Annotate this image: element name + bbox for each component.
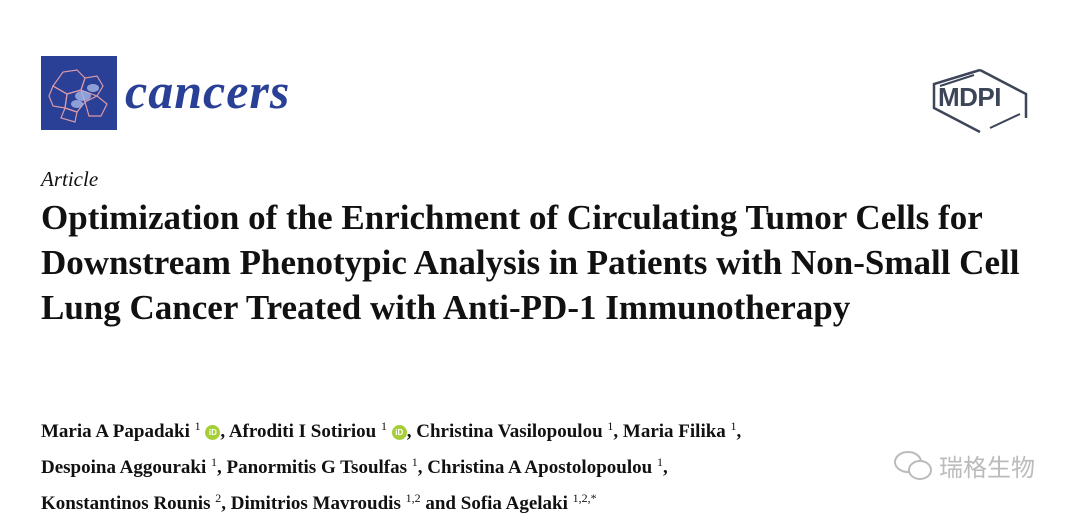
affiliation-marker: 1: [656, 455, 663, 469]
author-name[interactable]: Maria A Papadaki: [41, 421, 190, 442]
affiliation-marker: 1: [210, 455, 217, 469]
author-separator: ,: [216, 457, 227, 478]
author-separator: ,: [417, 457, 428, 478]
affiliation-marker: 2: [215, 491, 222, 505]
orcid-icon[interactable]: iD: [205, 425, 221, 440]
author-separator: ,: [221, 493, 231, 514]
author-separator: ,: [406, 421, 417, 442]
author-name[interactable]: Maria Filika: [622, 421, 726, 442]
article-title: Optimization of the Enrichment of Circul…: [41, 198, 1020, 327]
author-name[interactable]: Panormitis G Tsoulfas: [226, 457, 408, 478]
article-type: Article: [41, 167, 99, 191]
author-separator: ,: [662, 457, 668, 478]
orcid-icon[interactable]: iD: [391, 425, 407, 440]
journal-logo-icon: [41, 56, 117, 130]
author-name[interactable]: Christina A Apostolopoulou: [427, 457, 653, 478]
affiliation-marker: 1,2,*: [572, 491, 597, 505]
watermark-text: 瑞格生物: [939, 454, 1035, 482]
author-separator: ,: [220, 421, 229, 442]
publisher-name: MDPI: [938, 82, 1002, 112]
author-name[interactable]: Sofia Agelaki: [460, 493, 568, 514]
affiliation-marker: 1: [730, 419, 737, 433]
mdpi-logo-icon: [932, 68, 1028, 134]
affiliation-marker: 1: [381, 419, 387, 433]
wechat-icon: [894, 450, 932, 480]
author-name[interactable]: Despoina Aggouraki: [41, 457, 207, 478]
affiliation-marker: 1,2: [405, 491, 421, 505]
author-name[interactable]: Afroditi I Sotiriou: [228, 421, 377, 442]
watermark: 瑞格生物: [893, 448, 1035, 483]
affiliation-marker: 1: [607, 419, 614, 433]
author-separator: and: [420, 493, 461, 514]
author-list: Maria A Papadaki 1 iD, Afroditi I Sotiri…: [41, 411, 921, 519]
author-name[interactable]: Dimitrios Mavroudis: [230, 493, 401, 514]
author-name[interactable]: Konstantinos Rounis: [41, 493, 211, 514]
affiliation-marker: 1: [411, 455, 418, 469]
journal-name: cancers: [125, 63, 291, 119]
author-separator: ,: [613, 421, 623, 442]
affiliation-marker: 1: [194, 419, 201, 433]
author-name[interactable]: Christina Vasilopoulou: [416, 421, 603, 442]
author-separator: ,: [736, 421, 742, 442]
